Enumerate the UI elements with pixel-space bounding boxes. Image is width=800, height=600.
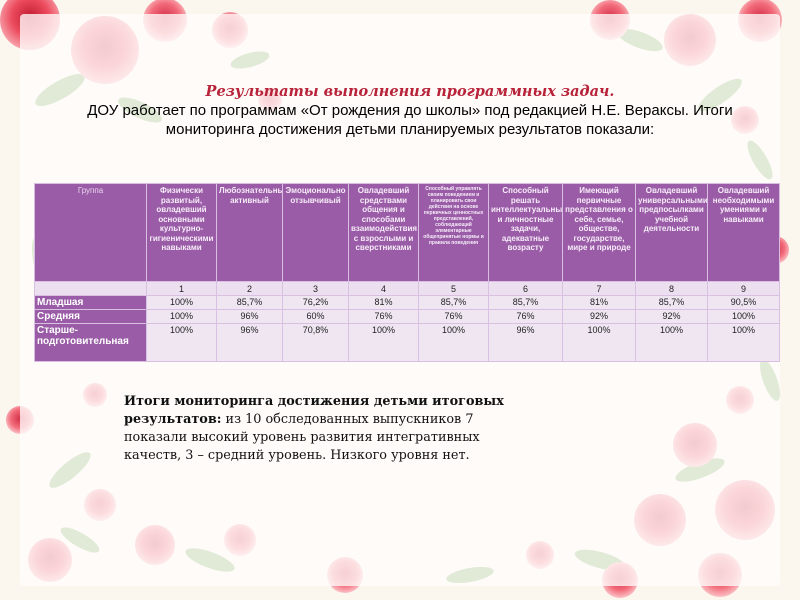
table-cell: 76% bbox=[418, 309, 489, 324]
page-title: Результаты выполнения программных задач. bbox=[205, 83, 615, 100]
column-number: 9 bbox=[707, 281, 780, 296]
row-label: Старше-подготовительная bbox=[34, 323, 147, 362]
column-header: Имеющий первичные представления о себе, … bbox=[562, 183, 636, 282]
column-header: Любознательный активный bbox=[216, 183, 283, 282]
column-number: 4 bbox=[348, 281, 419, 296]
table-cell: 60% bbox=[282, 309, 349, 324]
row-label: Младшая bbox=[34, 295, 147, 310]
column-header: Способный управлять своим поведением и п… bbox=[418, 183, 489, 282]
column-header: Овладевший средствами общения и способам… bbox=[348, 183, 419, 282]
results-text: из 10 обследованных выпускников 7 показа… bbox=[124, 412, 480, 463]
column-header: Эмоционально отзывчивый bbox=[282, 183, 349, 282]
table-cell: 100% bbox=[418, 323, 489, 362]
column-header-group: Группа bbox=[34, 183, 147, 282]
table-cell: 76,2% bbox=[282, 295, 349, 310]
table-header-row: Группа Физически развитый, овладевший ос… bbox=[34, 183, 780, 282]
table-cell: 100% bbox=[146, 323, 217, 362]
column-header: Овладевший универсальными предпосылками … bbox=[635, 183, 708, 282]
table-cell: 100% bbox=[707, 309, 780, 324]
page-title-block: Результаты выполнения программных задач.… bbox=[80, 82, 740, 139]
table-row: Младшая 100% 85,7% 76,2% 81% 85,7% 85,7%… bbox=[34, 295, 780, 310]
table-cell: 92% bbox=[635, 309, 708, 324]
table-cell: 76% bbox=[348, 309, 419, 324]
table-row: Старше-подготовительная 100% 96% 70,8% 1… bbox=[34, 323, 780, 362]
table-cell: 100% bbox=[562, 323, 636, 362]
table-cell: 96% bbox=[216, 323, 283, 362]
table-cell: 96% bbox=[216, 309, 283, 324]
column-number: 6 bbox=[488, 281, 563, 296]
row-label: Средняя bbox=[34, 309, 147, 324]
table-cell: 85,7% bbox=[216, 295, 283, 310]
table-cell: 81% bbox=[348, 295, 419, 310]
table-cell: 92% bbox=[562, 309, 636, 324]
results-paragraph: Итоги мониторинга достижения детьми итог… bbox=[124, 393, 524, 465]
column-number: 5 bbox=[418, 281, 489, 296]
table-cell: 100% bbox=[146, 309, 217, 324]
monitoring-table: Группа Физически развитый, овладевший ос… bbox=[34, 183, 780, 362]
column-number: 2 bbox=[216, 281, 283, 296]
table-cell: 81% bbox=[562, 295, 636, 310]
results-bold-lead: Итоги мониторинга достижения детьми итог… bbox=[124, 394, 504, 427]
page-intro-text: ДОУ работает по программам «От рождения … bbox=[87, 102, 733, 138]
table-cell: 76% bbox=[488, 309, 563, 324]
monitoring-table-container: Группа Физически развитый, овладевший ос… bbox=[34, 183, 780, 362]
table-row: Средняя 100% 96% 60% 76% 76% 76% 92% 92%… bbox=[34, 309, 780, 324]
column-header: Способный решать интеллектуальные и личн… bbox=[488, 183, 563, 282]
table-cell: 85,7% bbox=[418, 295, 489, 310]
table-cell: 70,8% bbox=[282, 323, 349, 362]
table-cell: 100% bbox=[348, 323, 419, 362]
column-number: 8 bbox=[635, 281, 708, 296]
column-number: 3 bbox=[282, 281, 349, 296]
column-header: Овладевший необходимыми умениями и навык… bbox=[707, 183, 780, 282]
blank-cell bbox=[34, 281, 147, 296]
table-cell: 90,5% bbox=[707, 295, 780, 310]
column-number: 1 bbox=[146, 281, 217, 296]
table-cell: 85,7% bbox=[488, 295, 563, 310]
table-cell: 100% bbox=[146, 295, 217, 310]
column-header: Физически развитый, овладевший основными… bbox=[146, 183, 217, 282]
table-cell: 100% bbox=[635, 323, 708, 362]
column-number-row: 1 2 3 4 5 6 7 8 9 bbox=[34, 281, 780, 296]
table-cell: 85,7% bbox=[635, 295, 708, 310]
column-number: 7 bbox=[562, 281, 636, 296]
table-cell: 100% bbox=[707, 323, 780, 362]
table-cell: 96% bbox=[488, 323, 563, 362]
